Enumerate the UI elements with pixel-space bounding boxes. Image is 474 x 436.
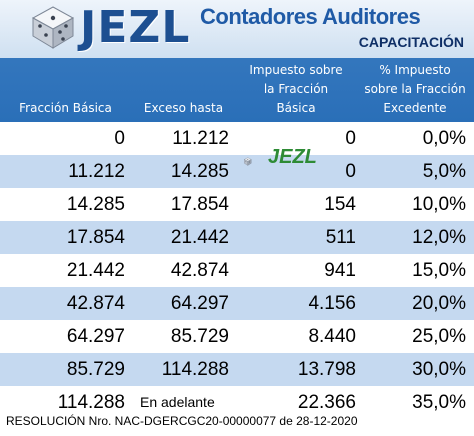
cell-fraccion-basica: 11.212 (68, 161, 125, 182)
cell-porcentaje: 5,0% (422, 161, 466, 182)
watermark-text: JEZL (268, 146, 317, 168)
column-header-line: la Fracción (263, 82, 329, 96)
cell-impuesto: 13.798 (297, 359, 356, 380)
brand-name: JEZL (80, 2, 191, 53)
cell-exceso-hasta: 42.874 (170, 260, 229, 281)
column-header-porcentaje: % Impuesto sobre la Fracción Excedente (356, 58, 474, 122)
cell-impuesto: 511 (325, 227, 356, 248)
column-header-line: Excedente (383, 101, 447, 115)
brand-tagline: Contadores Auditores (200, 4, 421, 29)
cell-porcentaje: 30,0% (412, 359, 466, 380)
column-header-line: Fracción Básica (19, 101, 112, 115)
resolution-footer: RESOLUCIÓN Nro. NAC-DGERCGC20-00000077 d… (6, 414, 358, 428)
table-row: 114.288 En adelante 22.366 35,0% (0, 386, 474, 419)
cell-impuesto: 22.366 (297, 392, 356, 413)
dice-logo-icon (31, 6, 75, 49)
table-row: 17.854 21.442 511 12,0% (0, 221, 474, 254)
cell-fraccion-basica: 21.442 (66, 260, 125, 281)
cell-porcentaje: 25,0% (412, 326, 466, 347)
cell-exceso-hasta: 17.854 (170, 194, 229, 215)
table-row: 42.874 64.297 4.156 20,0% (0, 287, 474, 320)
cell-exceso-hasta: 114.288 (161, 359, 229, 380)
cell-exceso-hasta: En adelante (140, 394, 215, 410)
column-header-fraccion-basica: Fracción Básica (0, 58, 131, 122)
cell-porcentaje: 12,0% (412, 227, 466, 248)
cell-exceso-hasta: 85.729 (170, 326, 229, 347)
column-header-exceso-hasta: Exceso hasta (131, 58, 236, 122)
cell-fraccion-basica: 0 (114, 128, 125, 149)
cell-impuesto: 154 (324, 194, 356, 215)
column-header-line: Básica (276, 101, 316, 115)
cell-porcentaje: 15,0% (412, 260, 466, 281)
cell-impuesto: 0 (345, 161, 356, 182)
column-header-impuesto-fraccion: Impuesto sobre la Fracción Básica (236, 58, 356, 122)
cell-porcentaje: 20,0% (412, 293, 466, 314)
cell-fraccion-basica: 85.729 (66, 359, 125, 380)
cell-impuesto: 8.440 (308, 326, 356, 347)
cell-impuesto: 4.156 (308, 293, 356, 314)
cell-porcentaje: 0,0% (422, 128, 466, 149)
column-header-line: % Impuesto (379, 63, 451, 77)
cell-exceso-hasta: 11.212 (172, 128, 229, 149)
table-row: 14.285 17.854 154 10,0% (0, 188, 474, 221)
cell-fraccion-basica: 17.854 (66, 227, 125, 248)
table-row: 21.442 42.874 941 15,0% (0, 254, 474, 287)
cell-fraccion-basica: 14.285 (66, 194, 125, 215)
column-header-line: Exceso hasta (143, 101, 224, 115)
column-header-line: Impuesto sobre (249, 63, 343, 77)
cell-porcentaje: 10,0% (412, 194, 466, 215)
column-header-line: sobre la Fracción (364, 82, 466, 96)
cell-exceso-hasta: 21.442 (170, 227, 229, 248)
table-row: 0 11.212 0 0,0% (0, 122, 474, 155)
cell-fraccion-basica: 42.874 (66, 293, 125, 314)
table-row: 11.212 14.285 0 5,0% (0, 155, 474, 188)
table-row: 64.297 85.729 8.440 25,0% (0, 320, 474, 353)
table-row: 85.729 114.288 13.798 30,0% (0, 353, 474, 386)
cell-impuesto: 0 (345, 128, 356, 149)
cell-exceso-hasta: 14.285 (170, 161, 229, 182)
logo-banner: JEZL Contadores Auditores CAPACITACIÓN (0, 0, 474, 58)
cell-impuesto: 941 (324, 260, 356, 281)
watermark-dice-icon (244, 157, 252, 166)
cell-exceso-hasta: 64.297 (170, 293, 229, 314)
cell-porcentaje: 35,0% (412, 392, 466, 413)
cell-fraccion-basica: 64.297 (66, 326, 125, 347)
banner-subtitle: CAPACITACIÓN (358, 34, 464, 50)
cell-fraccion-basica: 114.288 (57, 392, 125, 413)
